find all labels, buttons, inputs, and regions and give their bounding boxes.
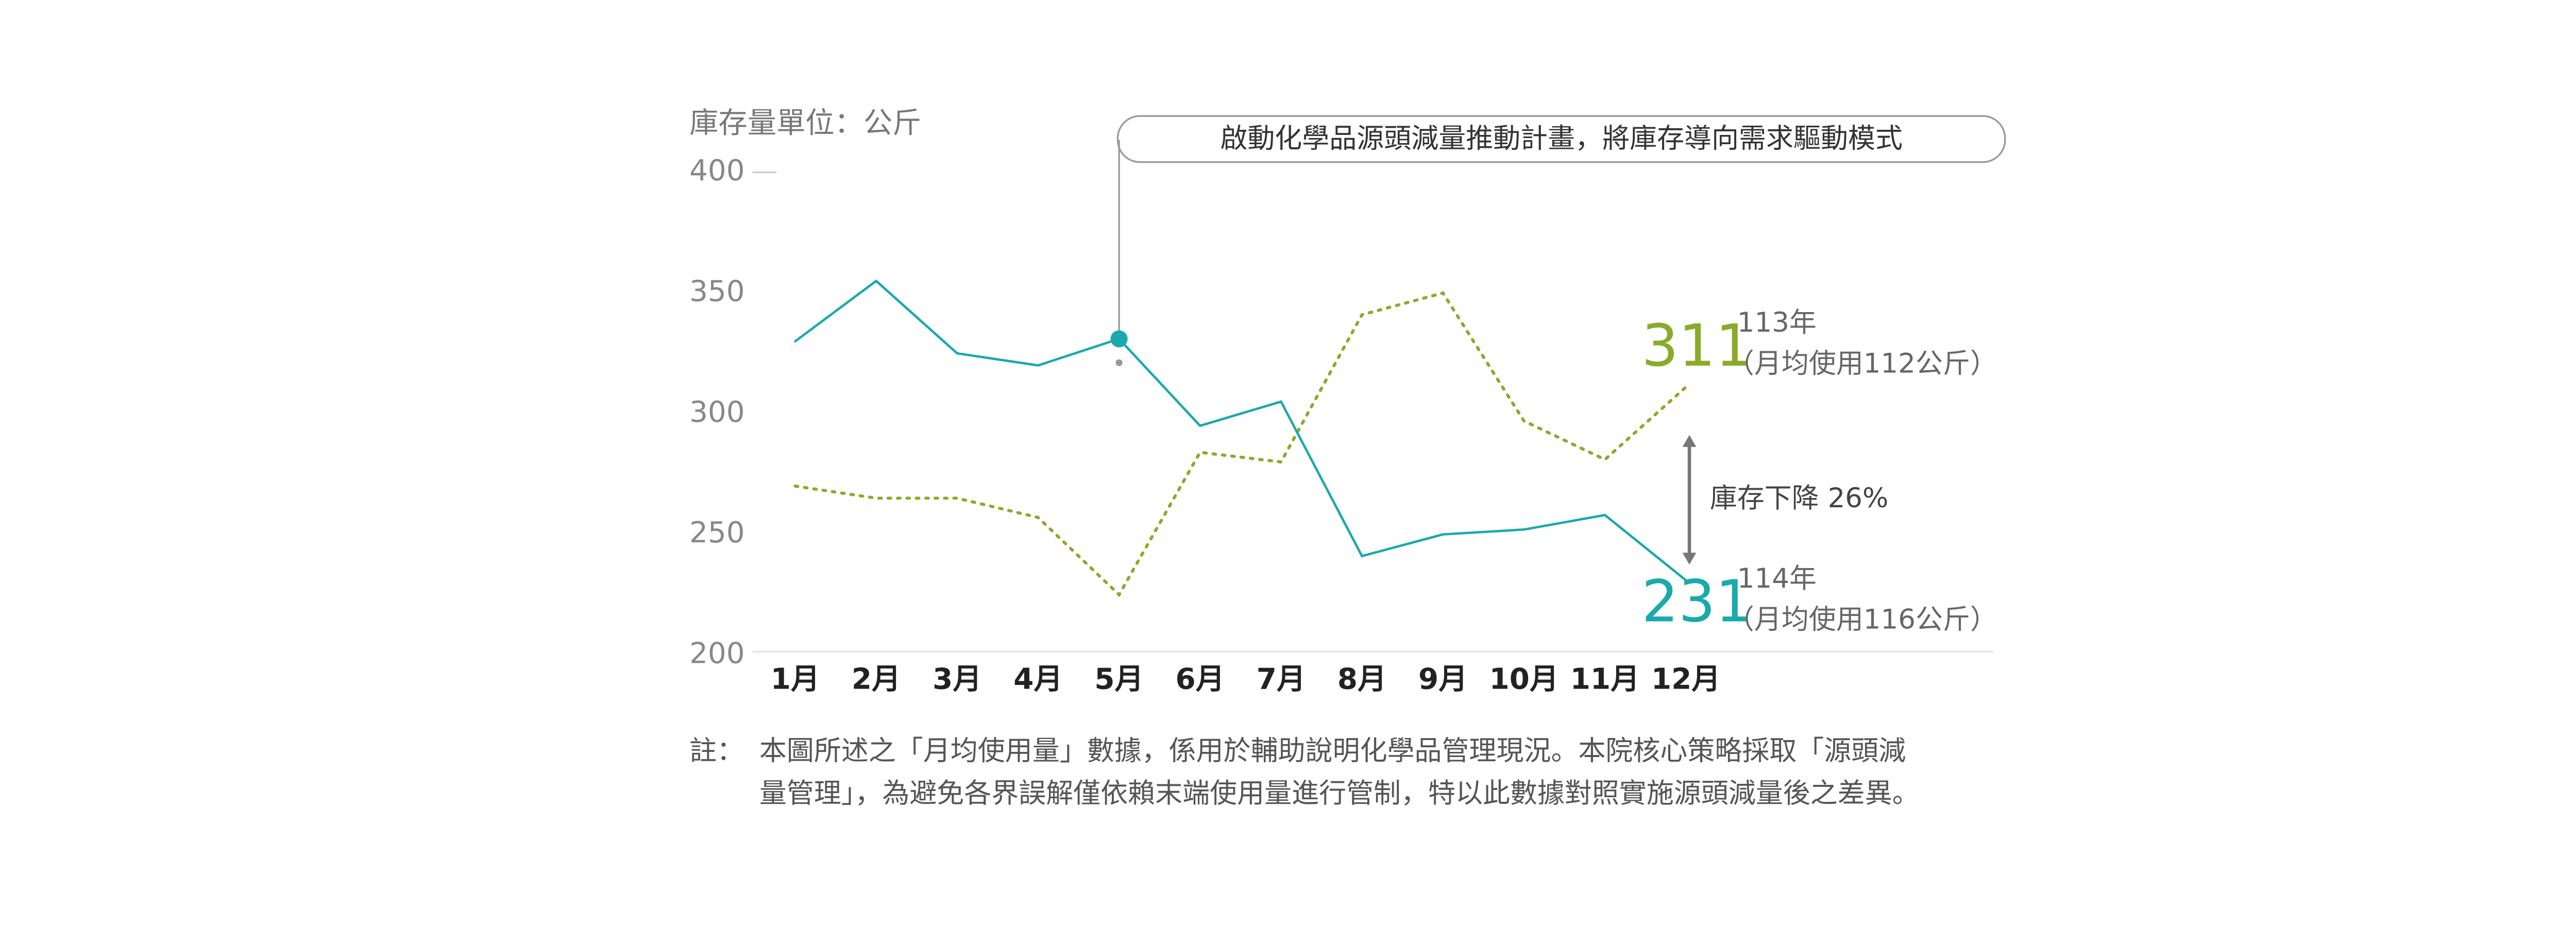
footnote-line: 本圖所述之「月均使用量」數據，係用於輔助說明化學品管理現況。本院核心策略採取「源… — [759, 735, 1906, 766]
y-tick-label: 200 — [689, 637, 744, 671]
legend-label: 113年 — [1737, 307, 1817, 338]
gap-label: 庫存下降 26% — [1710, 483, 1889, 514]
gap-arrow-head — [1682, 553, 1697, 565]
footnote-label: 註： — [689, 735, 744, 766]
legend-label: 114年 — [1737, 563, 1817, 594]
annotation-dot — [1115, 359, 1123, 366]
x-tick-label: 4月 — [1013, 662, 1062, 696]
gap-arrow-head — [1682, 435, 1697, 447]
y-tick-label: 400 — [689, 154, 744, 187]
series-line — [794, 279, 1687, 581]
x-tick-label: 1月 — [771, 662, 820, 696]
end-value-label: 311 — [1641, 312, 1752, 380]
x-tick-label: 8月 — [1337, 662, 1386, 696]
x-tick-label: 7月 — [1257, 662, 1306, 696]
x-tick-label: 3月 — [933, 662, 981, 696]
annotation-box — [1116, 115, 2006, 163]
x-tick-label: 10月 — [1489, 662, 1559, 696]
y-tick-label: 300 — [689, 396, 744, 429]
end-value-label: 231 — [1641, 568, 1752, 636]
x-tick-label: 12月 — [1651, 662, 1721, 696]
legend-note: （月均使用116公斤） — [1727, 604, 1997, 635]
footnote-line: 量管理」，為避免各界誤解僅依賴末端使用量進行管制，特以此數據對照實施源頭減量後之… — [759, 778, 1920, 809]
legend-note: （月均使用112公斤） — [1727, 348, 1997, 380]
y-axis-label: 庫存量單位：公斤 — [689, 106, 921, 140]
x-tick-label: 2月 — [852, 662, 901, 696]
series-line — [793, 291, 1688, 597]
x-tick-label: 11月 — [1570, 662, 1640, 696]
x-tick-label: 5月 — [1094, 662, 1143, 696]
y-tick-label: 250 — [689, 516, 744, 550]
x-tick-label: 9月 — [1418, 662, 1467, 696]
highlight-point — [1110, 330, 1128, 348]
annotation: 啟動化學品源頭減量推動計畫，將庫存導向需求驅動模式 — [1220, 123, 1903, 154]
y-tick-label: 350 — [689, 275, 744, 308]
x-tick-label: 6月 — [1176, 662, 1225, 696]
